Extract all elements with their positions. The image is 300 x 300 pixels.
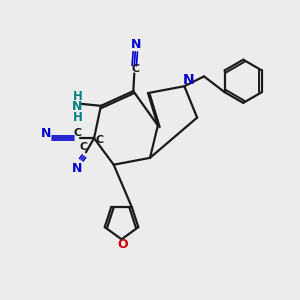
- Text: N: N: [182, 73, 194, 87]
- Text: H: H: [72, 111, 82, 124]
- Text: C: C: [96, 135, 104, 145]
- Text: C: C: [131, 64, 139, 74]
- Text: O: O: [117, 238, 128, 251]
- Text: C: C: [73, 128, 81, 138]
- Text: N: N: [72, 162, 82, 175]
- Text: H: H: [72, 89, 82, 103]
- Text: C: C: [80, 142, 88, 152]
- Text: N: N: [41, 127, 51, 140]
- Text: N: N: [72, 100, 82, 113]
- Text: N: N: [131, 38, 141, 52]
